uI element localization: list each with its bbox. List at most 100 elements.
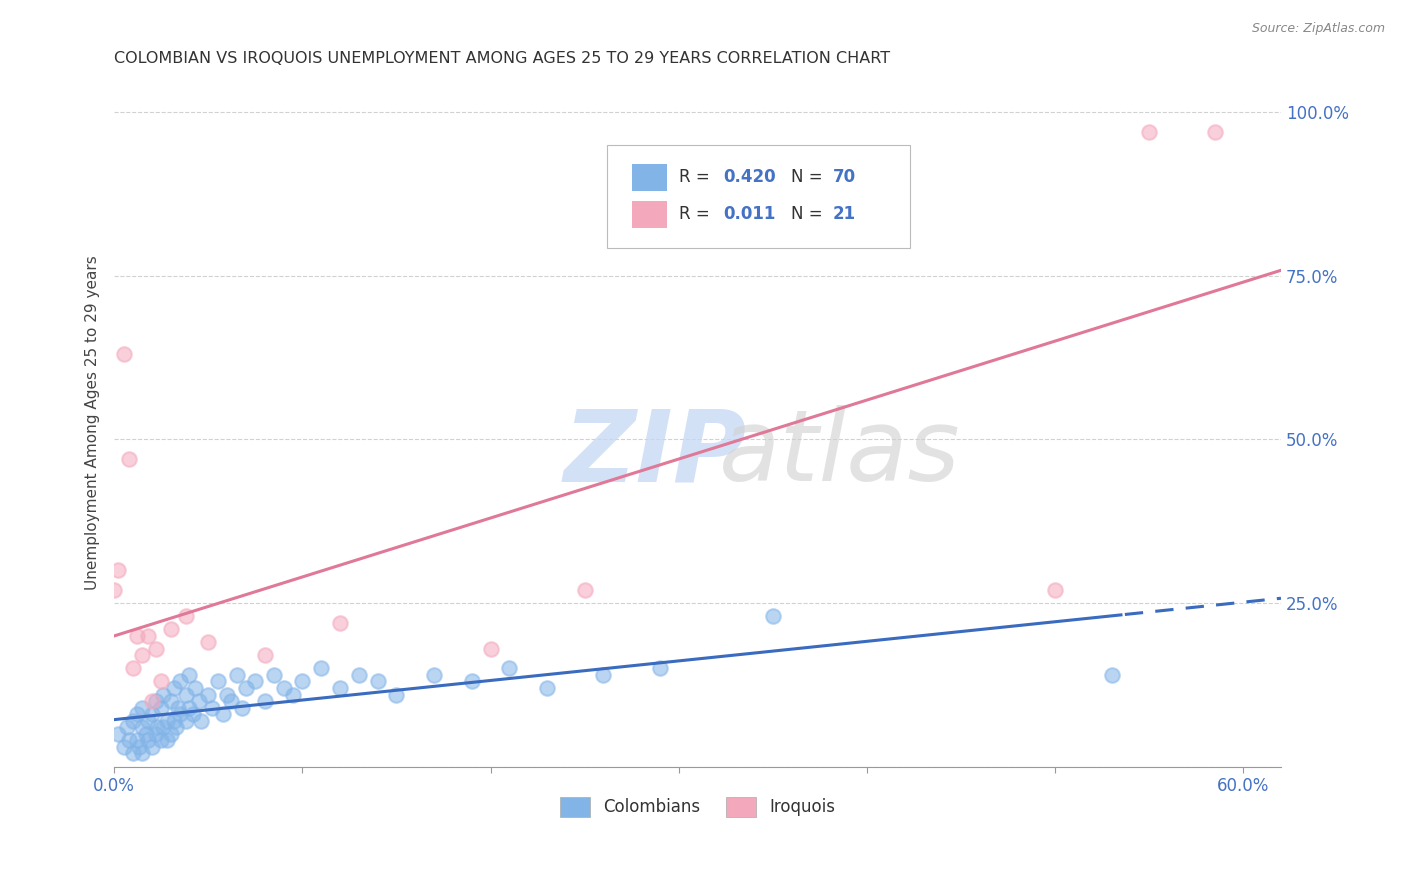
Point <box>179 668 201 682</box>
Point <box>281 688 304 702</box>
Point <box>159 622 181 636</box>
Point <box>103 582 125 597</box>
Point <box>136 714 159 728</box>
Point <box>156 714 179 728</box>
Point <box>217 688 239 702</box>
Point <box>150 700 173 714</box>
Point <box>167 700 190 714</box>
Point <box>150 674 173 689</box>
Point <box>187 694 209 708</box>
Point <box>219 694 242 708</box>
Point <box>174 609 197 624</box>
Y-axis label: Unemployment Among Ages 25 to 29 years: Unemployment Among Ages 25 to 29 years <box>86 256 100 591</box>
Point <box>498 661 520 675</box>
Point <box>329 681 352 695</box>
Point <box>146 720 169 734</box>
Point <box>122 747 145 761</box>
Point <box>253 694 276 708</box>
Point <box>163 681 186 695</box>
Legend: Colombians, Iroquois: Colombians, Iroquois <box>554 789 842 823</box>
Point <box>291 674 314 689</box>
Point <box>190 714 212 728</box>
Point <box>131 700 153 714</box>
Point <box>184 681 207 695</box>
Point <box>141 707 163 722</box>
Text: atlas: atlas <box>718 405 960 502</box>
Point <box>253 648 276 663</box>
Text: N =: N = <box>792 168 828 186</box>
Point <box>174 688 197 702</box>
Point <box>131 648 153 663</box>
Point <box>207 674 229 689</box>
Text: 21: 21 <box>832 205 856 223</box>
Point <box>385 688 408 702</box>
Point <box>141 694 163 708</box>
Point <box>131 720 153 734</box>
Point <box>136 629 159 643</box>
Text: 0.011: 0.011 <box>723 205 776 223</box>
Point <box>574 582 596 597</box>
Point <box>118 452 141 467</box>
Point <box>212 707 235 722</box>
Point <box>1137 125 1160 139</box>
Point <box>135 727 157 741</box>
Point <box>273 681 295 695</box>
Point <box>118 733 141 747</box>
Point <box>169 707 191 722</box>
Point <box>163 714 186 728</box>
Text: COLOMBIAN VS IROQUOIS UNEMPLOYMENT AMONG AGES 25 TO 29 YEARS CORRELATION CHART: COLOMBIAN VS IROQUOIS UNEMPLOYMENT AMONG… <box>114 51 890 66</box>
Point <box>145 641 167 656</box>
Point <box>145 727 167 741</box>
Point <box>107 727 129 741</box>
Point <box>136 733 159 747</box>
Point <box>179 700 201 714</box>
Point <box>201 700 224 714</box>
Point <box>225 668 247 682</box>
Point <box>423 668 446 682</box>
Point <box>125 733 148 747</box>
Text: R =: R = <box>679 205 720 223</box>
Point <box>128 739 150 754</box>
Point <box>150 733 173 747</box>
Point <box>1043 582 1066 597</box>
FancyBboxPatch shape <box>633 164 668 192</box>
FancyBboxPatch shape <box>606 145 910 248</box>
Point <box>536 681 558 695</box>
Point <box>461 674 484 689</box>
Point <box>112 347 135 361</box>
FancyBboxPatch shape <box>633 201 668 228</box>
Point <box>152 720 174 734</box>
Point <box>367 674 389 689</box>
Point <box>1204 125 1226 139</box>
Point <box>141 739 163 754</box>
Point <box>145 694 167 708</box>
Point <box>122 714 145 728</box>
Text: Source: ZipAtlas.com: Source: ZipAtlas.com <box>1251 22 1385 36</box>
Point <box>231 700 253 714</box>
Text: 70: 70 <box>832 168 856 186</box>
Text: ZIP: ZIP <box>564 405 747 502</box>
Point <box>263 668 285 682</box>
Point <box>197 688 219 702</box>
Point <box>245 674 267 689</box>
Point <box>159 727 181 741</box>
Point <box>347 668 370 682</box>
Point <box>159 694 181 708</box>
Point <box>122 661 145 675</box>
Point <box>309 661 332 675</box>
Point <box>648 661 671 675</box>
Point <box>762 609 785 624</box>
Point <box>152 688 174 702</box>
Point <box>125 707 148 722</box>
Point <box>329 615 352 630</box>
Point <box>235 681 257 695</box>
Point <box>169 674 191 689</box>
Point <box>479 641 502 656</box>
Point <box>165 720 187 734</box>
Point <box>197 635 219 649</box>
Text: 0.420: 0.420 <box>723 168 776 186</box>
Point <box>1101 668 1123 682</box>
Point <box>131 747 153 761</box>
Point <box>107 563 129 577</box>
Point <box>174 714 197 728</box>
